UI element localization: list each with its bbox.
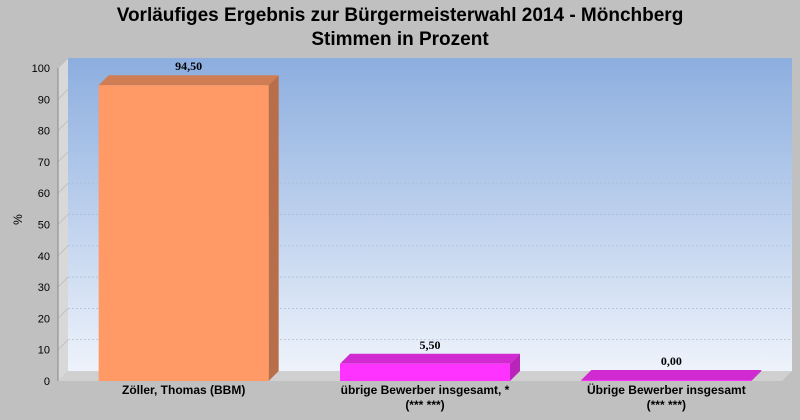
gridline-side <box>57 57 69 69</box>
y-tick-label: 30 <box>38 282 50 294</box>
y-tick-label: 80 <box>38 126 50 138</box>
gridline-side <box>57 214 69 225</box>
data-label: 5,50 <box>420 338 441 352</box>
y-tick-label: 60 <box>38 188 50 200</box>
x-tick-label: übrige Bewerber insgesamt, * <box>341 383 510 397</box>
gridline-side <box>57 276 69 288</box>
chart-subtitle: Stimmen in Prozent <box>311 29 489 50</box>
data-label: 0,00 <box>661 354 682 368</box>
y-axis-label: % <box>11 214 25 225</box>
bar-top <box>340 353 520 364</box>
y-tick-label: 20 <box>38 313 50 325</box>
data-label: 94,50 <box>175 59 202 73</box>
bar-side <box>268 75 279 381</box>
y-tick-label: 10 <box>38 345 50 357</box>
x-tick-label: Übrige Bewerber insgesamt <box>587 382 746 397</box>
x-tick-label: Zöller, Thomas (BBM) <box>122 383 245 397</box>
bar-top <box>98 75 279 86</box>
gridline-side <box>57 182 69 194</box>
gridline-side <box>57 89 69 100</box>
bar <box>581 380 752 381</box>
gridline-side <box>57 151 69 163</box>
bar <box>98 85 269 381</box>
y-tick-label: 90 <box>38 94 50 106</box>
y-tick-label: 40 <box>38 251 50 263</box>
bar-side <box>751 370 762 381</box>
bar-side <box>510 353 520 381</box>
x-tick-label: (*** ***) <box>405 398 444 412</box>
x-tick-label: (*** ***) <box>647 398 686 412</box>
chart-title: Vorläufiges Ergebnis zur Bürgermeisterwa… <box>116 5 684 26</box>
gridline-side <box>57 245 69 257</box>
y-tick-label: 100 <box>32 63 50 75</box>
y-tick-label: 0 <box>44 376 50 388</box>
y-tick-label: 50 <box>38 220 50 232</box>
gridline-side <box>57 120 69 131</box>
bar <box>340 363 510 381</box>
y-tick-label: 70 <box>38 157 50 169</box>
gridline-side <box>57 308 69 319</box>
bar-top <box>581 370 762 380</box>
gridline-side <box>57 339 69 350</box>
